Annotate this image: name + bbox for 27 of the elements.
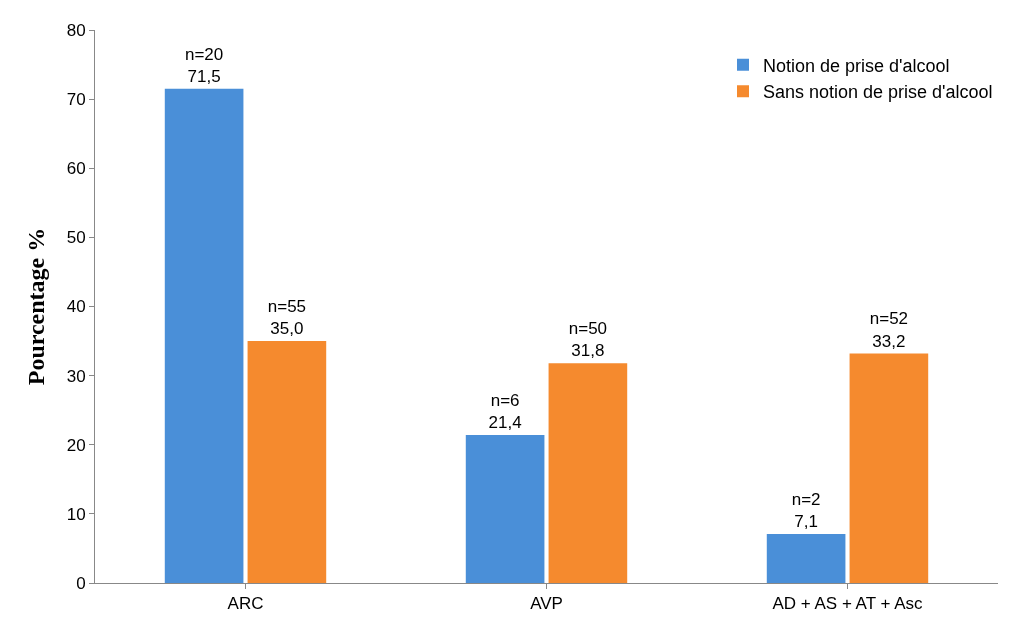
y-tick-label: 20 <box>66 435 86 455</box>
data-label: n=52 33,2 <box>869 309 909 351</box>
y-tick-label: 0 <box>76 573 86 593</box>
bar <box>766 533 846 583</box>
y-tick-label: 40 <box>66 297 86 317</box>
y-tick-label: 70 <box>66 90 86 110</box>
bar <box>548 363 628 583</box>
bar <box>849 353 929 583</box>
y-tick-label: 80 <box>66 20 86 40</box>
legend-label: Notion de prise d'alcool <box>763 55 950 76</box>
y-tick-label: 50 <box>66 228 86 248</box>
data-label: n=50 31,8 <box>568 319 608 361</box>
y-tick-label: 10 <box>66 504 86 524</box>
data-label: n=6 21,4 <box>488 390 522 433</box>
x-tick-label: AVP <box>530 594 563 614</box>
bar <box>247 341 327 583</box>
data-label: n=55 35,0 <box>267 296 307 339</box>
bar <box>465 435 545 583</box>
bar <box>164 88 244 583</box>
legend-label: Sans notion de prise d'alcool <box>763 82 993 103</box>
x-tick-label: ARC <box>227 594 264 614</box>
y-tick-label: 30 <box>66 366 86 386</box>
y-axis-title: Pourcentage % <box>22 227 49 386</box>
data-label: n=2 7,1 <box>791 489 821 531</box>
y-tick-label: 60 <box>66 159 86 179</box>
x-tick-label: AD + AS + AT + Asc <box>772 594 924 614</box>
data-label: n=20 71,5 <box>184 44 224 86</box>
